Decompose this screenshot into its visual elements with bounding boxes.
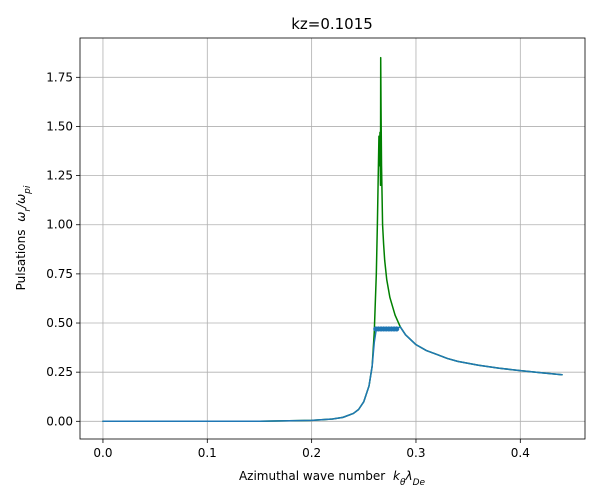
plot-area bbox=[102, 56, 563, 423]
y-tick-label: 0.25 bbox=[46, 365, 73, 379]
x-tick-label: 0.1 bbox=[198, 446, 217, 460]
x-axis-label-math-k: k bbox=[393, 469, 401, 483]
y-tick-label: 0.50 bbox=[46, 316, 73, 330]
y-tick-label: 1.25 bbox=[46, 169, 73, 183]
y-tick-label: 0.00 bbox=[46, 414, 73, 428]
x-axis-label: Azimuthal wave number kθλDe bbox=[239, 469, 426, 488]
y-tick-label: 1.50 bbox=[46, 119, 73, 133]
x-axis-label-text: Azimuthal wave number bbox=[239, 469, 385, 483]
x-axis-label-math-de: De bbox=[413, 478, 426, 488]
y-tick-label: 1.00 bbox=[46, 218, 73, 232]
y-tick-label: 0.75 bbox=[46, 267, 73, 281]
x-axis-label-math-lambda: λ bbox=[404, 469, 412, 483]
axes-frame bbox=[79, 37, 586, 440]
y-tick-label: 1.75 bbox=[46, 70, 73, 84]
y-axis-label-math-slash: /ω bbox=[14, 194, 28, 209]
y-axis-label-text: Pulsations bbox=[14, 230, 28, 291]
x-tick-label: 0.3 bbox=[406, 446, 425, 460]
x-tick-label: 0.4 bbox=[511, 446, 530, 460]
y-axis-label: Pulsations ωr/ωpi bbox=[14, 185, 33, 290]
y-axis-label-math-omega-r: ω bbox=[14, 212, 28, 222]
chart-title: kz=0.1015 bbox=[291, 15, 373, 33]
x-tick-label: 0.2 bbox=[302, 446, 321, 460]
series-marker-point bbox=[394, 326, 400, 332]
axis-ticks: 0.0 0.1 0.2 0.3 0.4 0.00 0.25 0.50 0.75 1.00 1.25 1… bbox=[46, 70, 530, 460]
y-axis-label-math-pi: pi bbox=[23, 185, 33, 195]
x-axis-label-math-theta: θ bbox=[400, 478, 406, 488]
x-tick-label: 0.0 bbox=[93, 446, 112, 460]
y-axis-label-math-r: r bbox=[23, 207, 33, 212]
